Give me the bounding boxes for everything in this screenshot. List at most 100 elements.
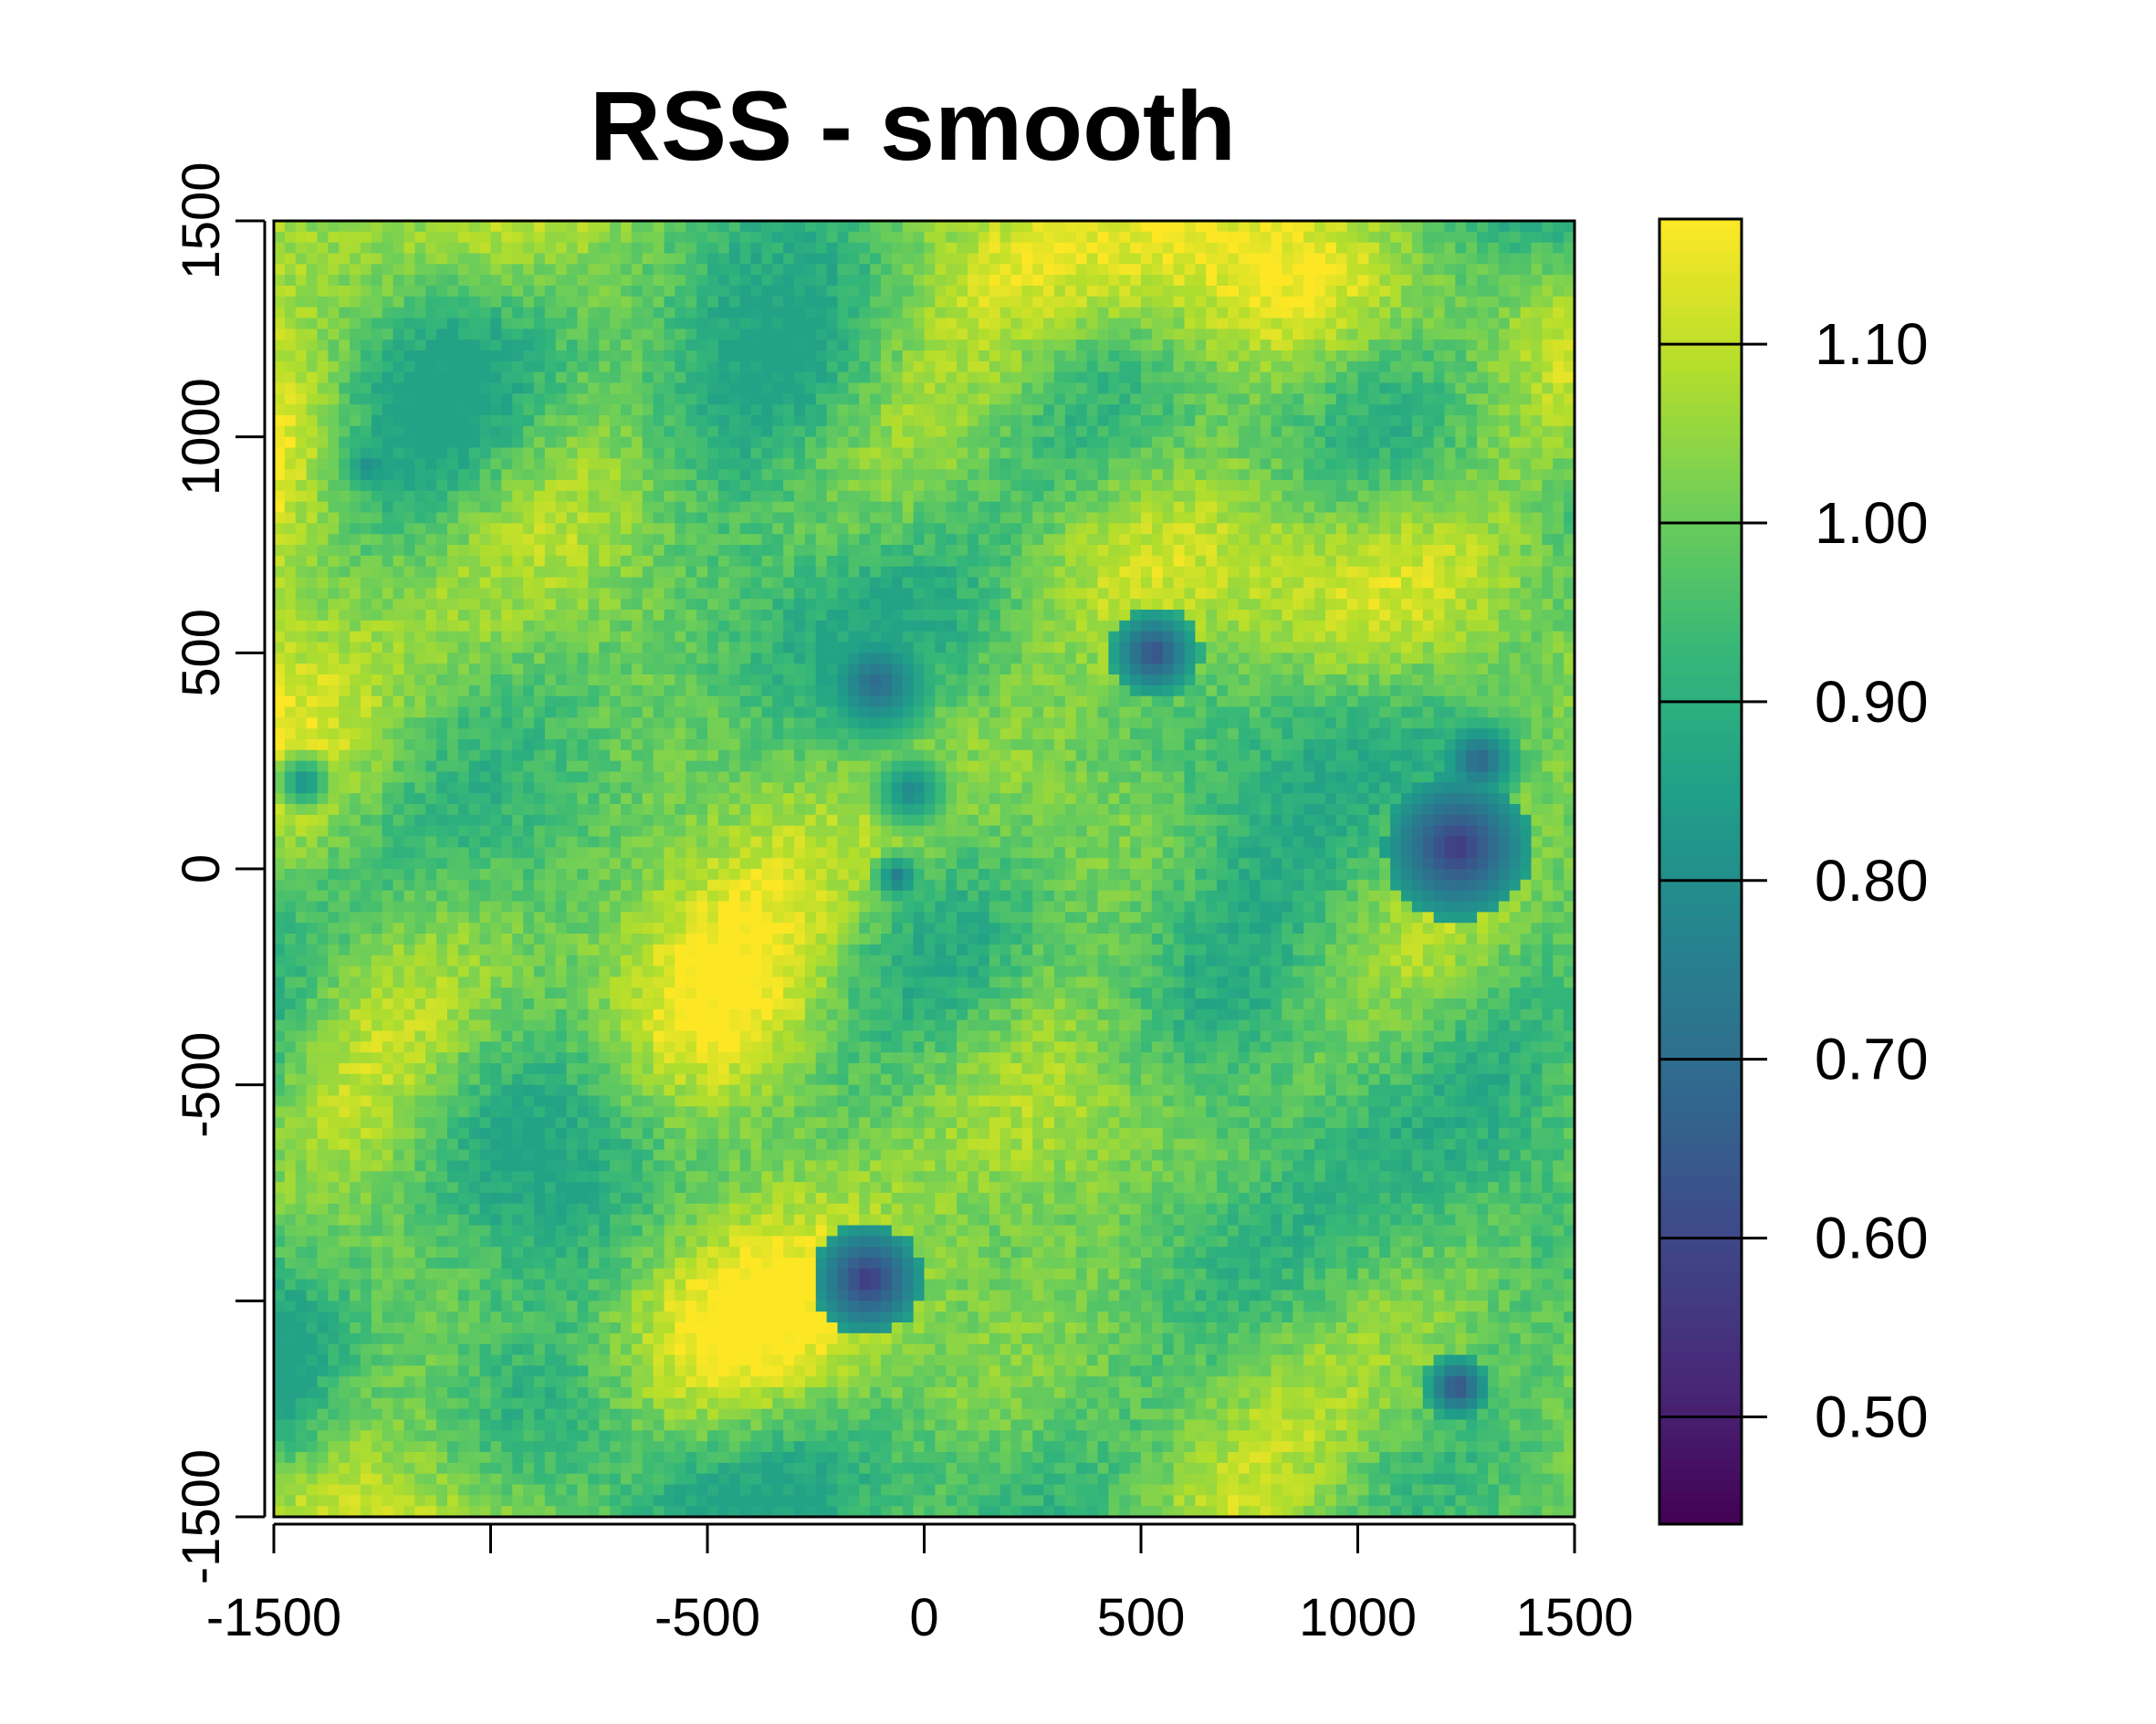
heatmap-cell [610,620,622,632]
heatmap-cell [794,360,806,373]
heatmap-cell [675,242,686,255]
heatmap-cell [490,264,502,276]
heatmap-cell [382,523,394,535]
heatmap-cell [350,242,361,255]
heatmap-cell [1000,523,1012,535]
heatmap-cell [881,566,893,579]
heatmap-cell [1249,329,1261,340]
heatmap-cell [804,264,817,276]
heatmap-cell [1542,534,1554,546]
heatmap-cell [728,545,741,557]
heatmap-cell [1086,318,1099,329]
heatmap-cell [1498,480,1511,492]
heatmap-cell [859,350,871,362]
heatmap-cell [1271,393,1282,405]
heatmap-cell [1260,577,1272,589]
heatmap-cell [577,480,589,492]
heatmap-cell [935,382,947,394]
heatmap-cell [534,545,546,557]
heatmap-cell [1553,534,1565,546]
heatmap-cell [707,436,719,449]
heatmap-cell [1314,555,1326,568]
heatmap-cell [457,242,470,255]
heatmap-cell [978,393,990,405]
heatmap-cell [621,663,633,675]
heatmap-cell [826,588,839,600]
heatmap-cell [1542,382,1554,394]
heatmap-cell [1477,523,1489,535]
heatmap-cell [924,318,936,329]
heatmap-cell [566,382,579,394]
heatmap-cell [1010,566,1022,579]
heatmap-cell [1000,340,1012,351]
heatmap-cell [1422,566,1435,579]
heatmap-cell [837,371,849,384]
heatmap-cell [274,588,286,600]
heatmap-cell [946,610,958,622]
heatmap-cell [371,296,383,308]
heatmap-cell [555,382,568,394]
heatmap-cell [631,393,644,405]
heatmap-cell [339,610,351,622]
heatmap-cell [1466,242,1478,255]
heatmap-cell [501,296,513,308]
heatmap-cell [1000,469,1012,481]
heatmap-cell [1000,642,1012,653]
heatmap-cell [1021,253,1033,265]
heatmap-cell [284,653,297,664]
heatmap-cell [1324,631,1337,643]
heatmap-cell [392,329,405,340]
heatmap-cell [783,360,795,373]
heatmap-cell [837,631,849,643]
heatmap-cell [1054,469,1066,481]
heatmap-cell [1293,534,1304,546]
heatmap-cell [1217,231,1229,244]
heatmap-cell [392,631,405,643]
heatmap-cell [686,512,697,524]
heatmap-cell [1054,242,1066,255]
heatmap-cell [392,425,405,438]
heatmap-cell [1433,340,1446,351]
heatmap-cell [523,371,535,384]
heatmap-cell [686,393,697,405]
heatmap-cell [631,642,644,653]
heatmap-cell [772,242,784,255]
heatmap-cell [1043,555,1055,568]
heatmap-cell [1553,642,1565,653]
heatmap-cell [946,501,958,514]
heatmap-cell [1119,523,1131,535]
heatmap-cell [902,534,915,546]
heatmap-cell [490,436,502,449]
heatmap-cell [902,221,915,233]
heatmap-cell [728,231,741,244]
heatmap-cell [1271,329,1282,340]
heatmap-cell [696,371,708,384]
heatmap-cell [870,577,882,589]
heatmap-cell [317,631,329,643]
heatmap-cell [794,555,806,568]
heatmap-cell [1021,415,1033,427]
heatmap-cell [1141,555,1153,568]
heatmap-cell [1401,523,1413,535]
heatmap-cell [1444,458,1456,470]
heatmap-cell [1271,221,1282,233]
heatmap-cell [1314,393,1326,405]
heatmap-cell [1108,653,1120,664]
heatmap-cell [1488,610,1500,622]
heatmap-cell [686,221,697,233]
heatmap-cell [468,599,481,611]
heatmap-cell [902,307,915,319]
heatmap-cell [891,318,904,329]
heatmap-cell [490,415,502,427]
heatmap-cell [804,458,817,470]
heatmap-cell [555,253,568,265]
heatmap-cell [490,490,502,503]
heatmap-cell [274,221,286,233]
heatmap-cell [642,555,654,568]
heatmap-cell [1390,436,1402,449]
heatmap-cell [566,480,579,492]
heatmap-cell [328,490,340,503]
heatmap-cell [675,534,686,546]
heatmap-cell [403,318,415,329]
heatmap-cell [881,318,893,329]
